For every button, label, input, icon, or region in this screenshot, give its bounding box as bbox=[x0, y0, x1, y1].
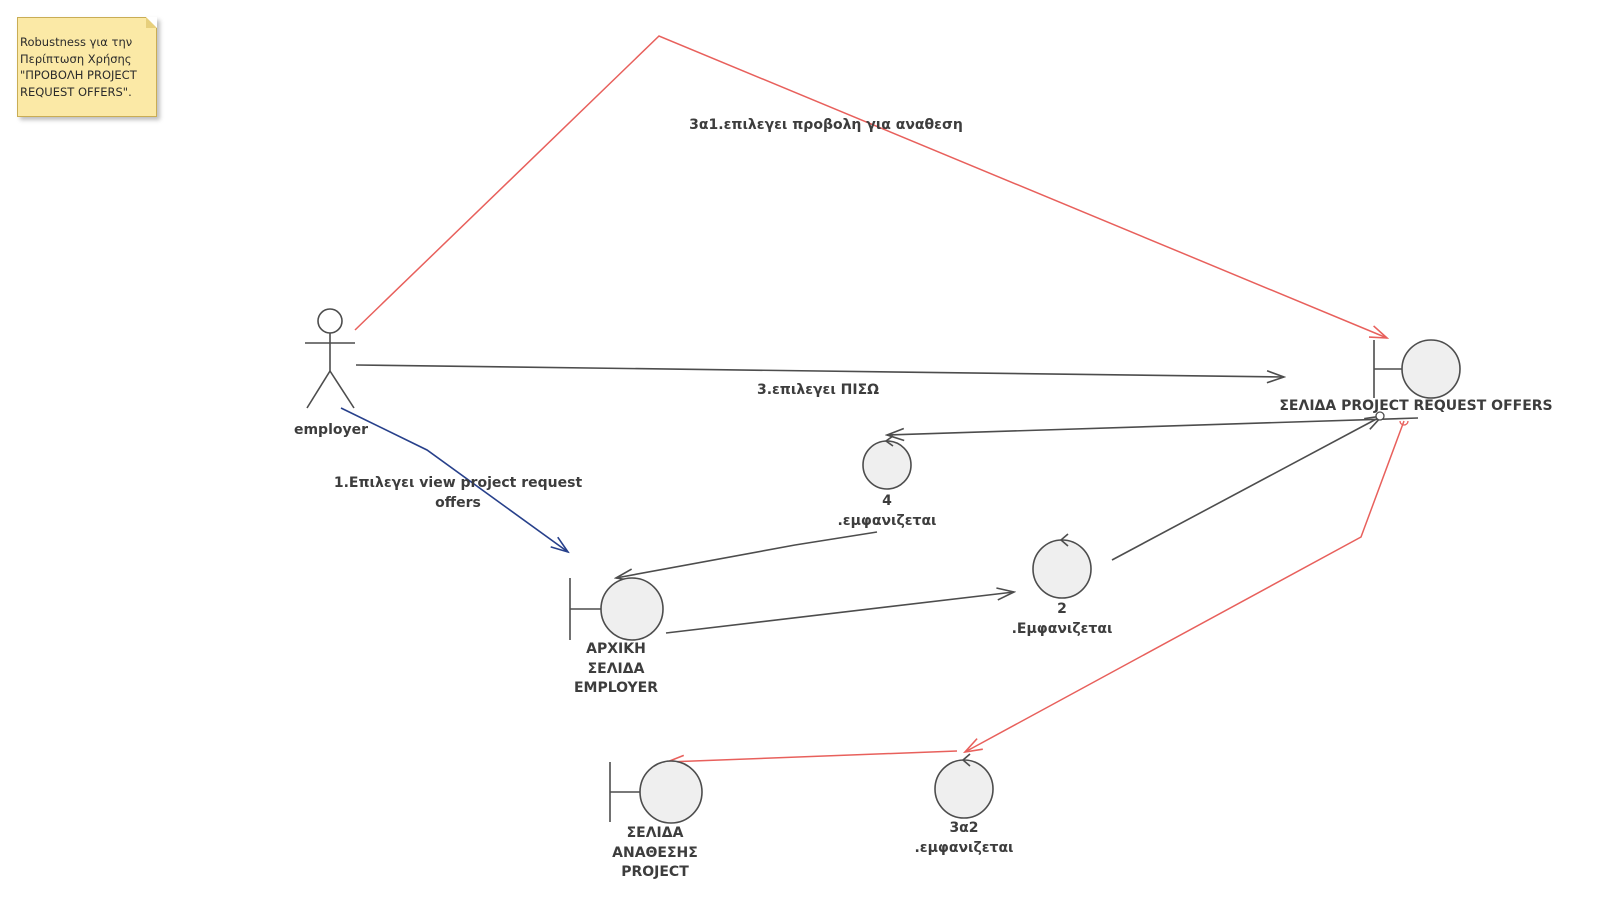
connector-home-to-control-2[interactable] bbox=[665, 592, 1014, 634]
message-1-label: 1.Επιλεγει view project request offers bbox=[333, 475, 583, 511]
control-4[interactable] bbox=[862, 435, 912, 490]
message-3a1-connector[interactable] bbox=[354, 35, 1387, 338]
junction-hook bbox=[1399, 420, 1409, 426]
message-1-connector[interactable] bbox=[340, 407, 568, 552]
control-2-label: 2 .Εμφανιζεται bbox=[1011, 601, 1113, 637]
message-3a1-label: 3α1.επιλεγει προβολη για αναθεση bbox=[689, 117, 963, 133]
connector-control-3a2-to-assignment[interactable] bbox=[667, 750, 958, 762]
junction-marker bbox=[1375, 411, 1385, 421]
use-case-note[interactable]: Robustness για την Περίπτωση Χρήσης "ΠΡΟ… bbox=[17, 17, 157, 117]
actor-employer[interactable] bbox=[305, 308, 355, 409]
boundary-employer-home-label: ΑΡΧΙΚΗ ΣΕΛΙΔΑ EMPLOYER bbox=[573, 641, 659, 696]
message-3-connector[interactable] bbox=[355, 364, 1284, 377]
control-4-label: 4 .εμφανιζεται bbox=[837, 493, 937, 529]
connector-boundary-to-control-4[interactable] bbox=[887, 417, 1419, 435]
control-3a2[interactable] bbox=[934, 753, 994, 819]
boundary-assignment-page-label: ΣΕΛΙΔΑ ΑΝΑΘΕΣΗΣ PROJECT bbox=[612, 825, 698, 880]
actor-employer-label: employer bbox=[293, 422, 369, 438]
control-2[interactable] bbox=[1032, 533, 1092, 599]
note-fold-corner bbox=[146, 17, 157, 28]
connector-boundary-to-control-3a2[interactable] bbox=[965, 420, 1405, 752]
boundary-project-request-offers-label: ΣΕΛΙΔΑ PROJECT REQUEST OFFERS bbox=[1279, 398, 1553, 414]
control-3a2-label: 3α2 .εμφανιζεται bbox=[914, 820, 1014, 856]
message-3-label: 3.επιλεγει ΠΙΣΩ bbox=[756, 382, 880, 398]
boundary-employer-home[interactable] bbox=[569, 577, 664, 641]
connector-control-4-to-home[interactable] bbox=[616, 531, 878, 578]
boundary-assignment-page[interactable] bbox=[609, 760, 703, 824]
connector-control-2-to-boundary[interactable] bbox=[1111, 416, 1382, 561]
boundary-project-request-offers[interactable] bbox=[1373, 339, 1461, 399]
note-text: Robustness για την Περίπτωση Χρήσης "ΠΡΟ… bbox=[20, 35, 137, 99]
